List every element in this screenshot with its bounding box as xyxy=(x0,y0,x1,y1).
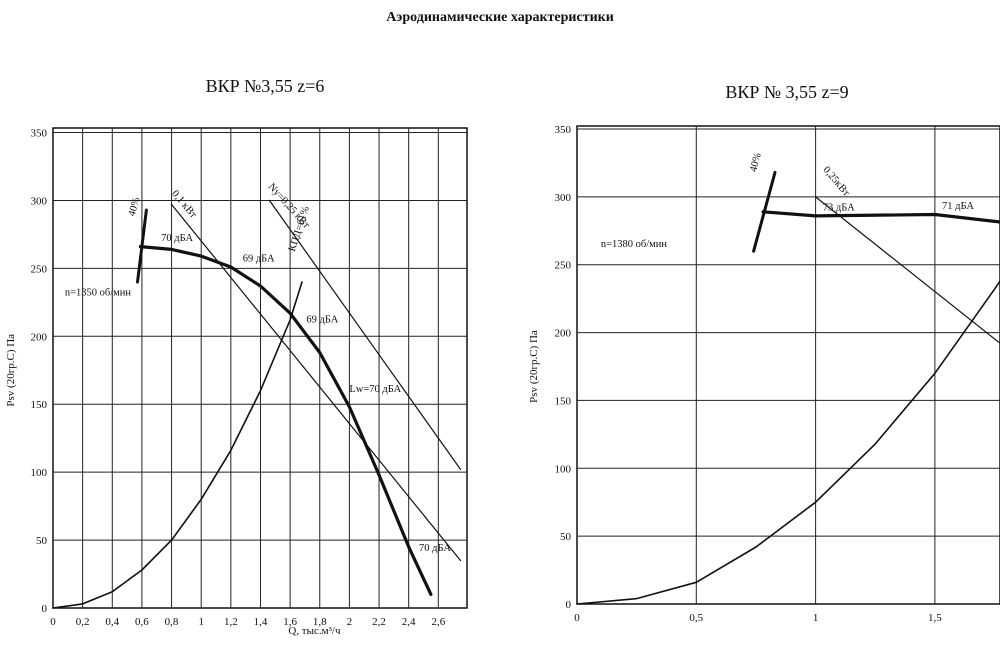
chart-2: 00,511,522,533,5050100150200250300350Q, … xyxy=(528,124,1000,624)
y-tick-label: 250 xyxy=(555,260,572,272)
plot-frame xyxy=(576,125,1000,605)
annotation-label: 0,1 кВт xyxy=(169,189,199,221)
speed-curve xyxy=(136,208,148,284)
annotation-label: 73 дБА xyxy=(823,202,855,213)
y-tick-label: 50 xyxy=(36,535,48,547)
y-tick-label: 150 xyxy=(31,399,48,411)
x-tick-label: 0,4 xyxy=(105,616,119,628)
power-curve xyxy=(268,199,462,470)
y-tick-label: 50 xyxy=(560,531,572,543)
y-tick-label: 350 xyxy=(555,124,572,136)
y-tick-label: 100 xyxy=(555,463,572,475)
x-tick-label: 1,4 xyxy=(254,616,268,628)
x-tick-label: 1,6 xyxy=(283,616,297,628)
x-tick-label: 0,8 xyxy=(165,616,179,628)
power-curve xyxy=(814,196,1000,344)
x-tick-label: 1,5 xyxy=(928,612,942,624)
y-tick-label: 300 xyxy=(31,195,48,207)
power-curve xyxy=(171,203,462,562)
chart-1-title: ВКР №3,55 z=6 xyxy=(205,76,325,96)
x-tick-label: 2 xyxy=(347,616,353,628)
annotation-label: 71 дБА xyxy=(942,201,974,212)
y-axis-label: Psv (20гр.С) Па xyxy=(5,334,17,407)
chart-1: 0 0,2 0,4 0,6 0,8 1 1,2 1,4 1,6 1,8 2 2,2 2,4 2,6 0 50 1… xyxy=(5,127,468,637)
pressure-curve xyxy=(138,245,433,597)
y-tick-label: 200 xyxy=(31,331,48,343)
annotation-label: Lw=70 дБА xyxy=(349,384,401,395)
annotation-label: 69 дБА xyxy=(306,315,338,326)
page-title: Аэродинамические характеристики xyxy=(386,10,614,25)
annotation-label: 70 дБА xyxy=(161,233,193,244)
y-tick-label: 150 xyxy=(555,395,572,407)
annotation-label: 69 дБА xyxy=(243,254,275,265)
pressure-curve xyxy=(761,210,1000,224)
y-tick-label: 350 xyxy=(31,128,48,140)
x-tick-label: 1 xyxy=(813,612,819,624)
y-axis-label: Psv (20гр.С) Па xyxy=(528,330,540,403)
network-curve xyxy=(52,281,303,609)
x-tick-label: 1,2 xyxy=(224,616,238,628)
y-tick-label: 300 xyxy=(555,192,572,204)
x-tick-label: 0 xyxy=(574,612,580,624)
annotation-label: 40% xyxy=(748,152,764,174)
x-tick-label: 2,4 xyxy=(402,616,416,628)
x-tick-label: 2,2 xyxy=(372,616,386,628)
x-tick-label: 1 xyxy=(198,616,204,628)
y-tick-label: 0 xyxy=(42,603,48,615)
speed-curve xyxy=(752,170,777,253)
x-tick-label: 0,2 xyxy=(76,616,90,628)
y-tick-label: 200 xyxy=(555,328,572,340)
annotation-label: n=1380 об/мин xyxy=(601,239,668,250)
network-curve xyxy=(576,279,1000,605)
y-tick-label: 250 xyxy=(31,263,48,275)
y-tick-label: 100 xyxy=(31,467,48,479)
chart-2-title: ВКР № 3,55 z=9 xyxy=(725,82,849,102)
annotation-label: 70 дБА xyxy=(419,543,451,554)
annotation-label: 0,25кВт xyxy=(820,165,851,199)
x-tick-label: 1,8 xyxy=(313,616,327,628)
x-tick-label: 0,6 xyxy=(135,616,149,628)
x-tick-label: 0 xyxy=(50,616,56,628)
x-axis-label: Q, тыс.м³/ч xyxy=(288,625,341,637)
x-tick-label: 2,6 xyxy=(431,616,445,628)
annotation-label: 40% xyxy=(127,196,143,218)
y-tick-label: 0 xyxy=(566,599,572,611)
annotation-label: n=1350 об/мин xyxy=(65,288,132,299)
x-tick-label: 0,5 xyxy=(689,612,703,624)
